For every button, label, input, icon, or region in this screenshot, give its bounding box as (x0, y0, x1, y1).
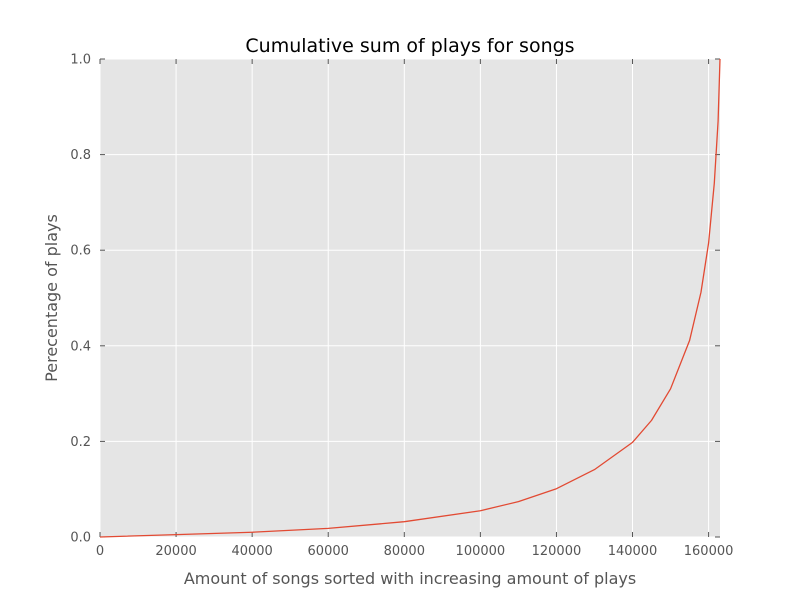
y-tick-label: 1.0 (70, 53, 91, 68)
chart-title: Cumulative sum of plays for songs (245, 35, 574, 57)
y-axis-tick-labels: 0.0 0.2 0.4 0.6 0.8 1.0 (70, 53, 91, 546)
x-tick-label: 80000 (384, 544, 425, 559)
series-layer (99, 58, 721, 538)
x-tick-label: 20000 (155, 544, 196, 559)
x-tick-label: 0 (96, 544, 104, 559)
y-tick-label: 0.0 (70, 531, 91, 546)
plot-area (100, 59, 720, 537)
x-tick-label: 100000 (456, 544, 506, 559)
x-tick-label: 60000 (308, 544, 349, 559)
x-tick-label: 160000 (684, 544, 734, 559)
y-tick-label: 0.4 (70, 339, 91, 354)
y-tick-label: 0.2 (70, 435, 91, 450)
y-axis-label: Perecentage of plays (42, 214, 61, 382)
x-axis-tick-labels: 0 20000 40000 60000 80000 100000 120000 140000 1… (96, 544, 734, 559)
x-tick-label: 140000 (608, 544, 658, 559)
y-tick-label: 0.8 (70, 148, 91, 163)
x-tick-label: 120000 (532, 544, 582, 559)
grid-lines (99, 58, 720, 538)
x-tick-label: 40000 (231, 544, 272, 559)
series-line (99, 58, 721, 538)
x-axis-label: Amount of songs sorted with increasing a… (184, 569, 636, 588)
y-tick-label: 0.6 (70, 244, 91, 259)
